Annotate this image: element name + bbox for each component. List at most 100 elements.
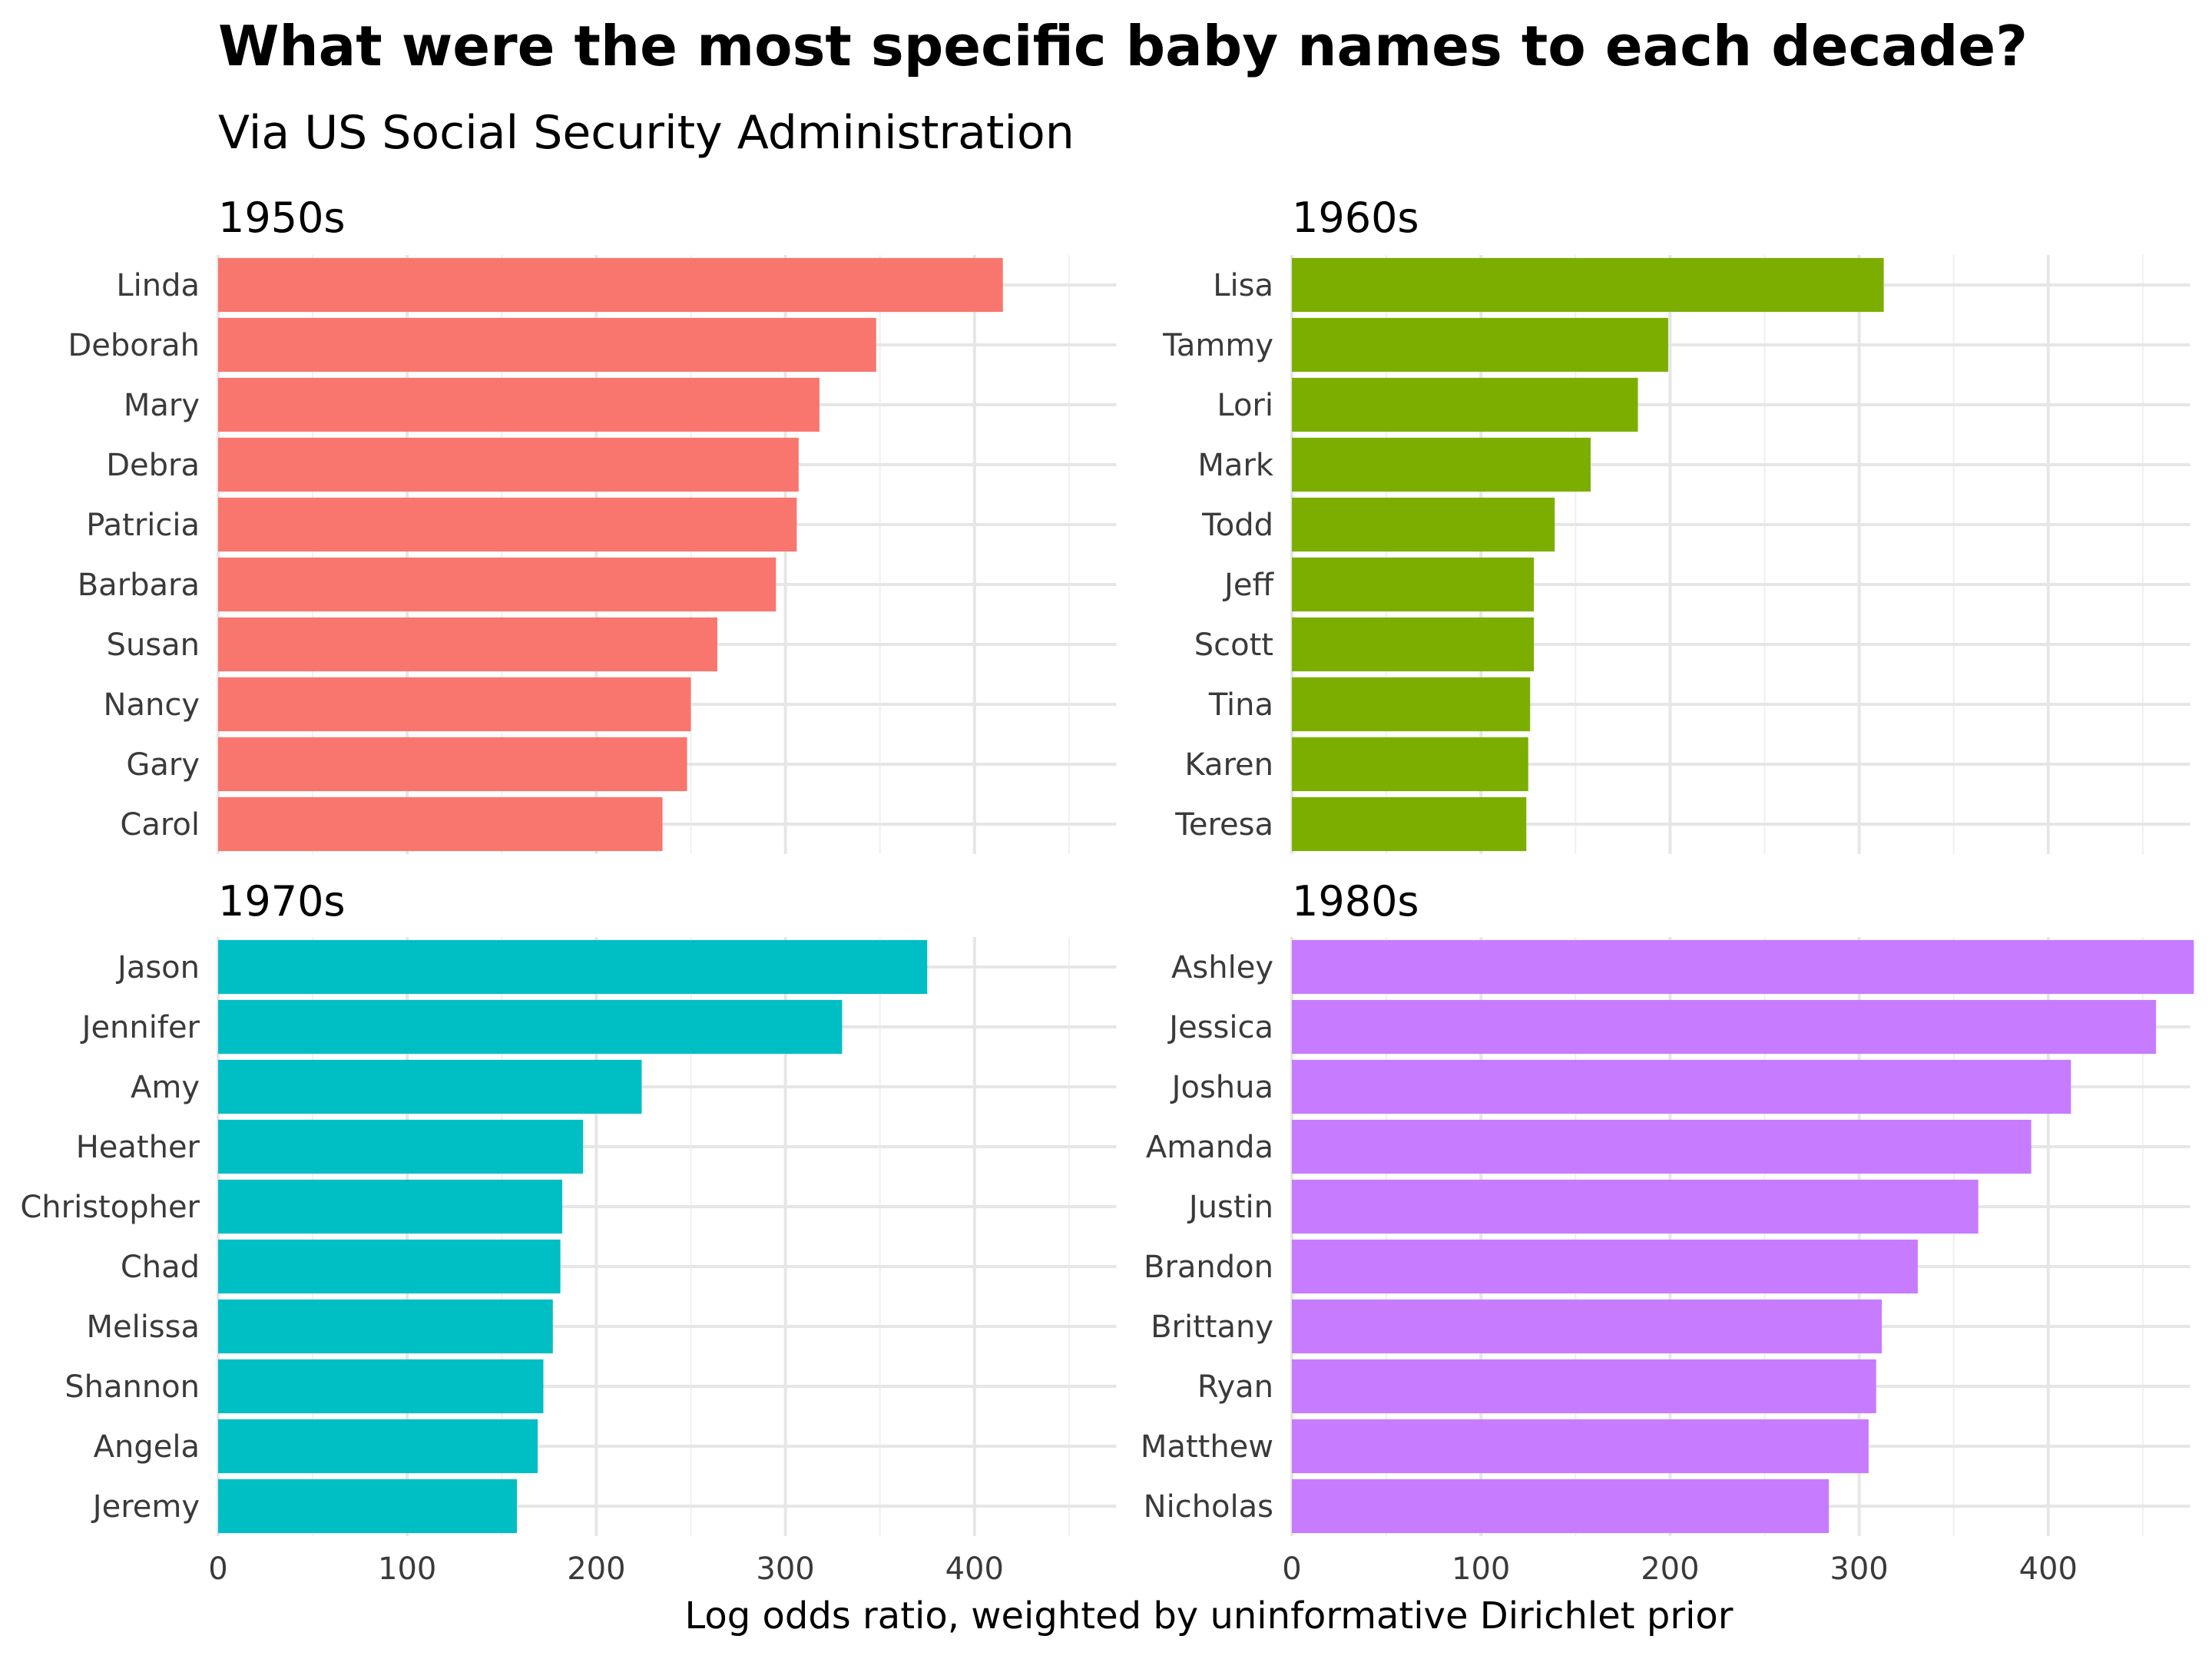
bar-heather	[218, 1119, 584, 1174]
bar-joshua	[1292, 1059, 2071, 1114]
bar-shannon	[218, 1359, 544, 1414]
category-label: Jeremy	[91, 1489, 200, 1525]
category-label: Gary	[126, 747, 200, 783]
x-tick-label: 400	[2019, 1551, 2078, 1587]
bar-melissa	[218, 1299, 553, 1354]
bar-ryan	[1292, 1359, 1876, 1414]
category-label: Scott	[1194, 628, 1273, 663]
category-label: Brittany	[1151, 1310, 1273, 1345]
bar-jeremy	[218, 1479, 517, 1534]
panel-0: 1950s Linda Deborah Mary Debra Patricia Barbar…	[68, 194, 1117, 854]
bar-carol	[218, 796, 663, 852]
category-label: Melissa	[86, 1310, 200, 1345]
bar-ashley	[1292, 939, 2194, 995]
bar-lori	[1292, 377, 1638, 432]
bar-brandon	[1292, 1239, 1918, 1294]
category-label: Chad	[121, 1250, 200, 1285]
category-label: Angela	[94, 1429, 200, 1465]
bar-jason	[218, 939, 928, 995]
bar-susan	[218, 617, 717, 672]
x-tick-label: 300	[1830, 1551, 1888, 1587]
bar-scott	[1292, 617, 1535, 672]
panel-title: 1980s	[1292, 877, 1419, 926]
category-label: Teresa	[1174, 807, 1273, 843]
x-tick-label: 100	[1452, 1551, 1510, 1587]
category-label: Barbara	[78, 568, 200, 603]
x-tick-label: 200	[567, 1551, 625, 1587]
bar-lisa	[1292, 257, 1884, 313]
panel-2: 1970s Jason Jennifer Amy Heather Christopher C…	[20, 877, 1117, 1587]
bar-chad	[218, 1239, 561, 1294]
bar-patricia	[218, 497, 797, 552]
chart-panels: 1950s Linda Deborah Mary Debra Patricia Barbar…	[20, 194, 2194, 1587]
category-label: Lisa	[1213, 268, 1273, 303]
category-label: Amy	[131, 1070, 200, 1105]
bar-justin	[1292, 1179, 1979, 1234]
x-tick-label: 100	[378, 1551, 436, 1587]
bar-tina	[1292, 677, 1531, 732]
category-label: Lori	[1217, 388, 1273, 423]
chart-subtitle: Via US Social Security Administration	[218, 106, 1075, 160]
bar-mark	[1292, 437, 1591, 492]
bar-matthew	[1292, 1419, 1869, 1474]
category-label: Debra	[106, 448, 200, 483]
bar-barbara	[218, 557, 777, 612]
category-label: Joshua	[1170, 1070, 1273, 1105]
category-label: Jessica	[1167, 1010, 1273, 1045]
category-label: Linda	[116, 268, 200, 303]
category-label: Ryan	[1197, 1369, 1273, 1405]
category-label: Mark	[1197, 448, 1273, 483]
panel-title: 1950s	[218, 194, 346, 242]
panel-1: 1960s Lisa Tammy Lori Mark Todd Jeff Scott Tina K…	[1162, 194, 2190, 854]
bar-jennifer	[218, 999, 843, 1055]
bar-linda	[218, 257, 1003, 313]
category-label: Amanda	[1146, 1130, 1273, 1165]
bar-debra	[218, 437, 799, 492]
x-tick-label: 0	[1282, 1551, 1301, 1587]
bar-christopher	[218, 1179, 563, 1234]
category-label: Karen	[1184, 747, 1273, 783]
bar-nicholas	[1292, 1479, 1830, 1534]
category-label: Matthew	[1141, 1429, 1273, 1465]
bar-tammy	[1292, 317, 1668, 373]
bar-nancy	[218, 677, 691, 732]
category-label: Deborah	[68, 328, 200, 363]
bar-angela	[218, 1419, 538, 1474]
category-label: Patricia	[86, 508, 200, 543]
category-label: Tammy	[1162, 328, 1273, 363]
bar-karen	[1292, 737, 1528, 792]
category-label: Ashley	[1171, 950, 1273, 985]
category-label: Jeff	[1222, 568, 1274, 603]
category-label: Brandon	[1144, 1250, 1273, 1285]
category-label: Mary	[124, 388, 200, 423]
chart-title: What were the most specific baby names t…	[218, 14, 2028, 78]
panel-3: 1980s Ashley Jessica Joshua Amanda Justin Bran…	[1141, 877, 2194, 1587]
category-label: Heather	[76, 1130, 200, 1165]
bar-jeff	[1292, 557, 1535, 612]
bar-gary	[218, 737, 687, 792]
category-label: Nancy	[104, 687, 200, 723]
bar-amanda	[1292, 1119, 2032, 1174]
category-label: Jennifer	[80, 1010, 200, 1045]
category-label: Justin	[1187, 1190, 1273, 1225]
bar-brittany	[1292, 1299, 1883, 1354]
x-axis-label: Log odds ratio, weighted by uninformativ…	[684, 1594, 1733, 1637]
x-tick-label: 200	[1641, 1551, 1699, 1587]
category-label: Todd	[1201, 508, 1273, 543]
bar-mary	[218, 377, 820, 432]
category-label: Shannon	[65, 1369, 200, 1405]
x-tick-label: 0	[208, 1551, 227, 1587]
category-label: Susan	[107, 628, 200, 663]
panel-title: 1960s	[1292, 194, 1419, 242]
category-label: Tina	[1208, 687, 1273, 723]
category-label: Nicholas	[1144, 1489, 1273, 1525]
bar-deborah	[218, 317, 876, 373]
x-tick-label: 300	[756, 1551, 814, 1587]
category-label: Carol	[120, 807, 200, 843]
bar-todd	[1292, 497, 1555, 552]
x-tick-label: 400	[945, 1551, 1004, 1587]
category-label: Jason	[115, 950, 200, 985]
bar-teresa	[1292, 796, 1527, 852]
panel-title: 1970s	[218, 877, 346, 926]
